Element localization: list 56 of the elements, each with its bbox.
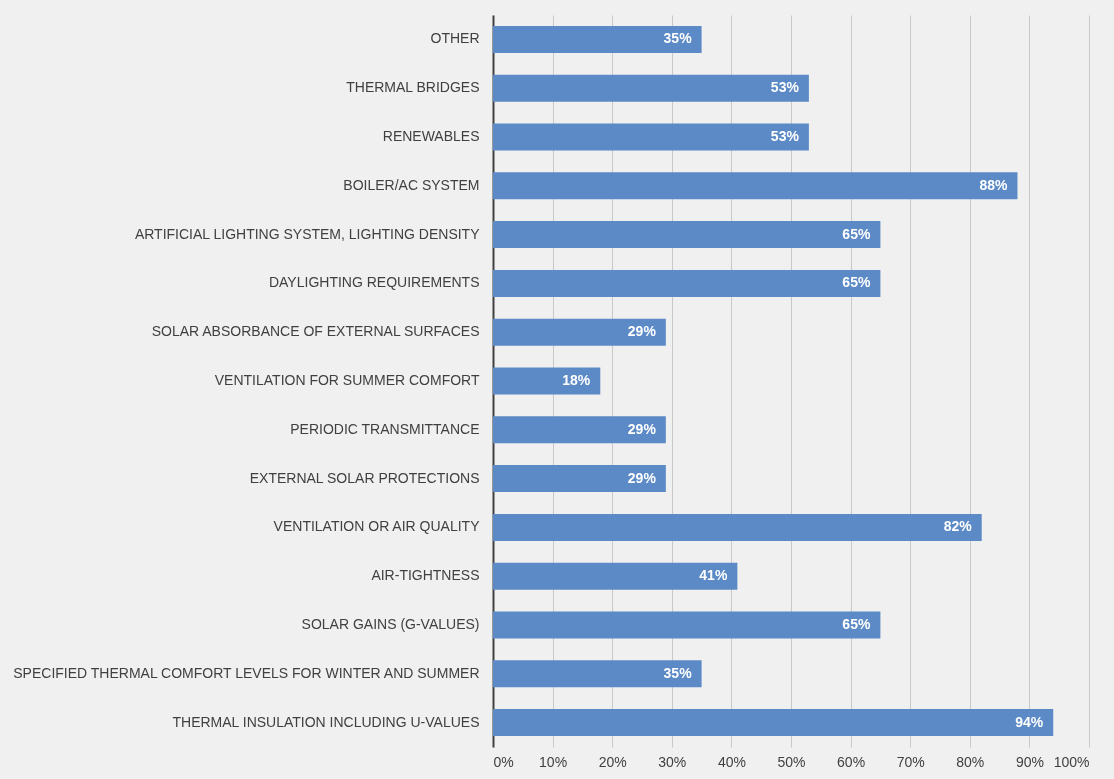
bar [493,318,666,346]
bar [493,513,982,541]
bar [493,660,702,688]
data-label: 65% [842,274,871,291]
bar [493,25,702,53]
x-tick-label: 90% [1015,753,1044,770]
x-tick-label: 100% [1053,753,1090,770]
y-tick-label: RENEWABLES [382,128,480,144]
y-tick-label: DAYLIGHTING REQUIREMENTS [268,274,480,291]
bar [493,416,666,444]
data-label: 18% [562,372,591,388]
x-tick-label: 60% [837,753,866,770]
y-tick-label: OTHER [430,30,480,47]
y-tick-label: PERIODIC TRANSMITTANCE [290,420,480,437]
y-tick-label: SOLAR GAINS (G-VALUES) [301,616,480,632]
bar [493,562,738,590]
bar [493,611,881,639]
y-tick-label: VENTILATION FOR SUMMER COMFORT [214,372,480,388]
y-tick-label: THERMAL BRIDGES [346,79,480,96]
x-tick-label: 0% [493,753,514,770]
x-tick-label: 20% [598,753,627,770]
y-tick-label: SOLAR ABSORBANCE OF EXTERNAL SURFACES [151,323,480,340]
x-tick-label: 50% [777,753,806,770]
y-tick-label: THERMAL INSULATION INCLUDING U-VALUES [172,713,480,730]
y-tick-label: BOILER/AC SYSTEM [343,176,480,193]
bar [493,709,1054,737]
bar [493,465,666,493]
data-label: 35% [663,30,693,47]
data-label: 35% [663,664,693,681]
data-label: 41% [699,567,728,584]
bar [493,269,881,297]
y-tick-label: ARTIFICIAL LIGHTING SYSTEM, LIGHTING DENSITY [134,225,481,242]
y-tick-label: VENTILATION OR AIR QUALITY [273,518,481,535]
bar [493,367,601,395]
data-label: 53% [770,128,800,144]
y-tick-label: AIR-TIGHTNESS [371,567,480,584]
data-label: 29% [627,323,657,340]
data-label: 65% [842,616,871,632]
data-label: 88% [979,176,1009,193]
data-label: 29% [627,420,657,437]
bar [493,221,881,249]
x-tick-label: 70% [896,753,925,770]
y-tick-label: EXTERNAL SOLAR PROTECTIONS [249,469,480,486]
data-label: 53% [770,79,800,96]
x-tick-label: 10% [539,753,568,770]
x-tick-label: 40% [717,753,746,770]
data-label: 65% [842,225,871,242]
bar [493,74,809,102]
data-label: 94% [1015,713,1044,730]
data-label: 82% [943,518,973,535]
bar [493,123,809,151]
bar [493,172,1018,200]
x-tick-label: 80% [956,753,985,770]
y-tick-label: SPECIFIED THERMAL COMFORT LEVELS FOR WINTER AND SUMMER [13,664,480,681]
data-label: 29% [627,469,657,486]
x-tick-label: 30% [658,753,687,770]
